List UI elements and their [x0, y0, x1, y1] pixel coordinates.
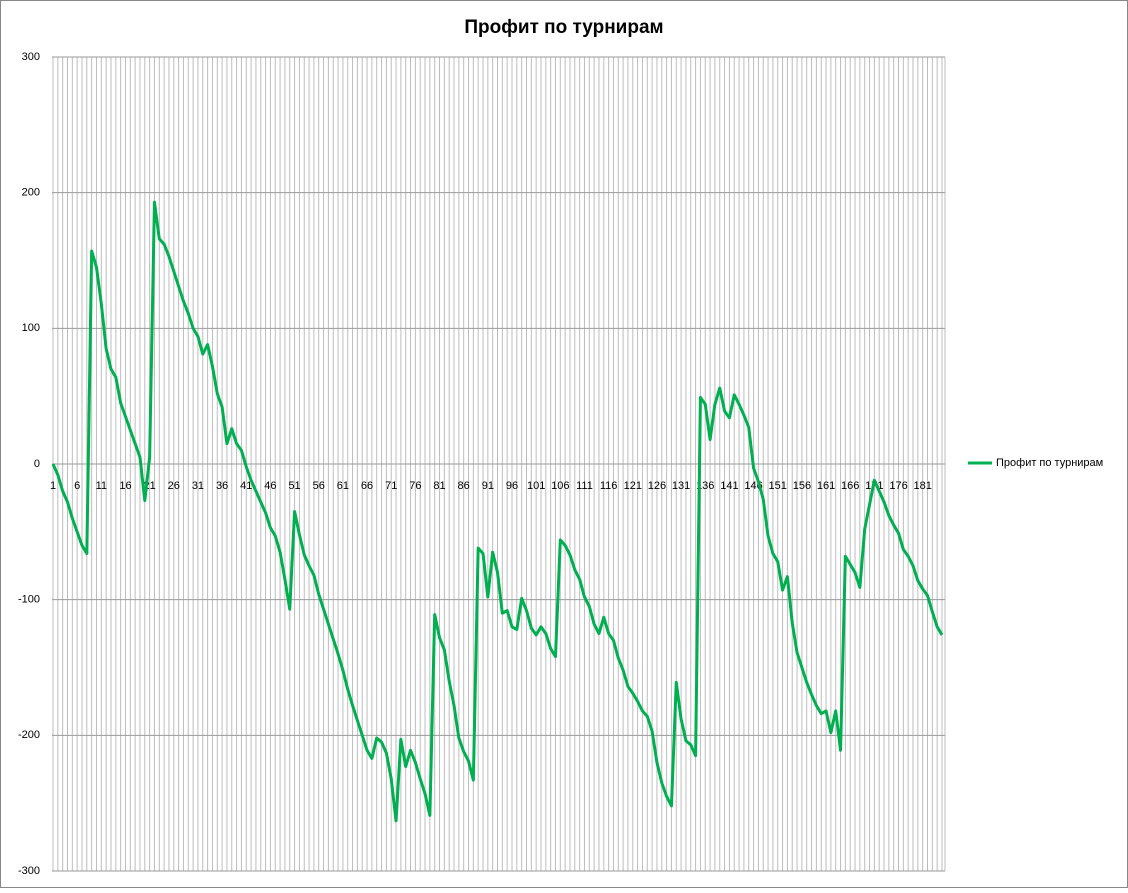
- x-tick-label: 91: [482, 480, 494, 492]
- y-tick-label: 100: [22, 322, 40, 334]
- y-tick-label: -200: [18, 729, 40, 741]
- x-tick-label: 76: [409, 480, 421, 492]
- x-tick-label: 56: [313, 480, 325, 492]
- x-tick-label: 156: [793, 480, 811, 492]
- x-tick-label: 61: [337, 480, 349, 492]
- x-tick-label: 121: [624, 480, 642, 492]
- x-tick-label: 66: [361, 480, 373, 492]
- y-tick-label: 0: [34, 458, 40, 470]
- x-tick-label: 126: [648, 480, 666, 492]
- chart-title: Профит по турнирам: [464, 17, 663, 38]
- x-tick-label: 131: [672, 480, 690, 492]
- x-tick-label: 1: [50, 480, 56, 492]
- x-tick-label: 161: [817, 480, 835, 492]
- x-tick-label: 181: [913, 480, 931, 492]
- x-tick-label: 116: [600, 480, 618, 492]
- x-tick-label: 106: [551, 480, 569, 492]
- x-tick-label: 26: [168, 480, 180, 492]
- x-tick-label: 81: [433, 480, 445, 492]
- x-tick-label: 151: [769, 480, 787, 492]
- x-tick-label: 101: [527, 480, 545, 492]
- x-tick-label: 71: [385, 480, 397, 492]
- line-series: [51, 200, 944, 823]
- x-tick-label: 141: [720, 480, 738, 492]
- x-tick-label: 51: [288, 480, 300, 492]
- x-tick-label: 46: [264, 480, 276, 492]
- legend-label: Профит по турнирам: [996, 457, 1103, 469]
- x-tick-label: 96: [506, 480, 518, 492]
- y-tick-label: 300: [22, 51, 40, 63]
- x-tick-label: 176: [889, 480, 907, 492]
- x-tick-label: 11: [96, 480, 107, 492]
- x-tick-label: 41: [240, 480, 252, 492]
- x-tick-label: 36: [216, 480, 228, 492]
- x-tick-label: 16: [119, 480, 131, 492]
- y-tick-label: -100: [18, 594, 40, 606]
- x-tick-label: 166: [841, 480, 859, 492]
- x-tick-label: 6: [74, 480, 80, 492]
- y-tick-label: 200: [22, 187, 40, 199]
- x-tick-label: 86: [458, 480, 470, 492]
- x-tick-label: 111: [576, 480, 593, 492]
- x-tick-label: 31: [192, 480, 204, 492]
- y-tick-label: -300: [18, 865, 40, 877]
